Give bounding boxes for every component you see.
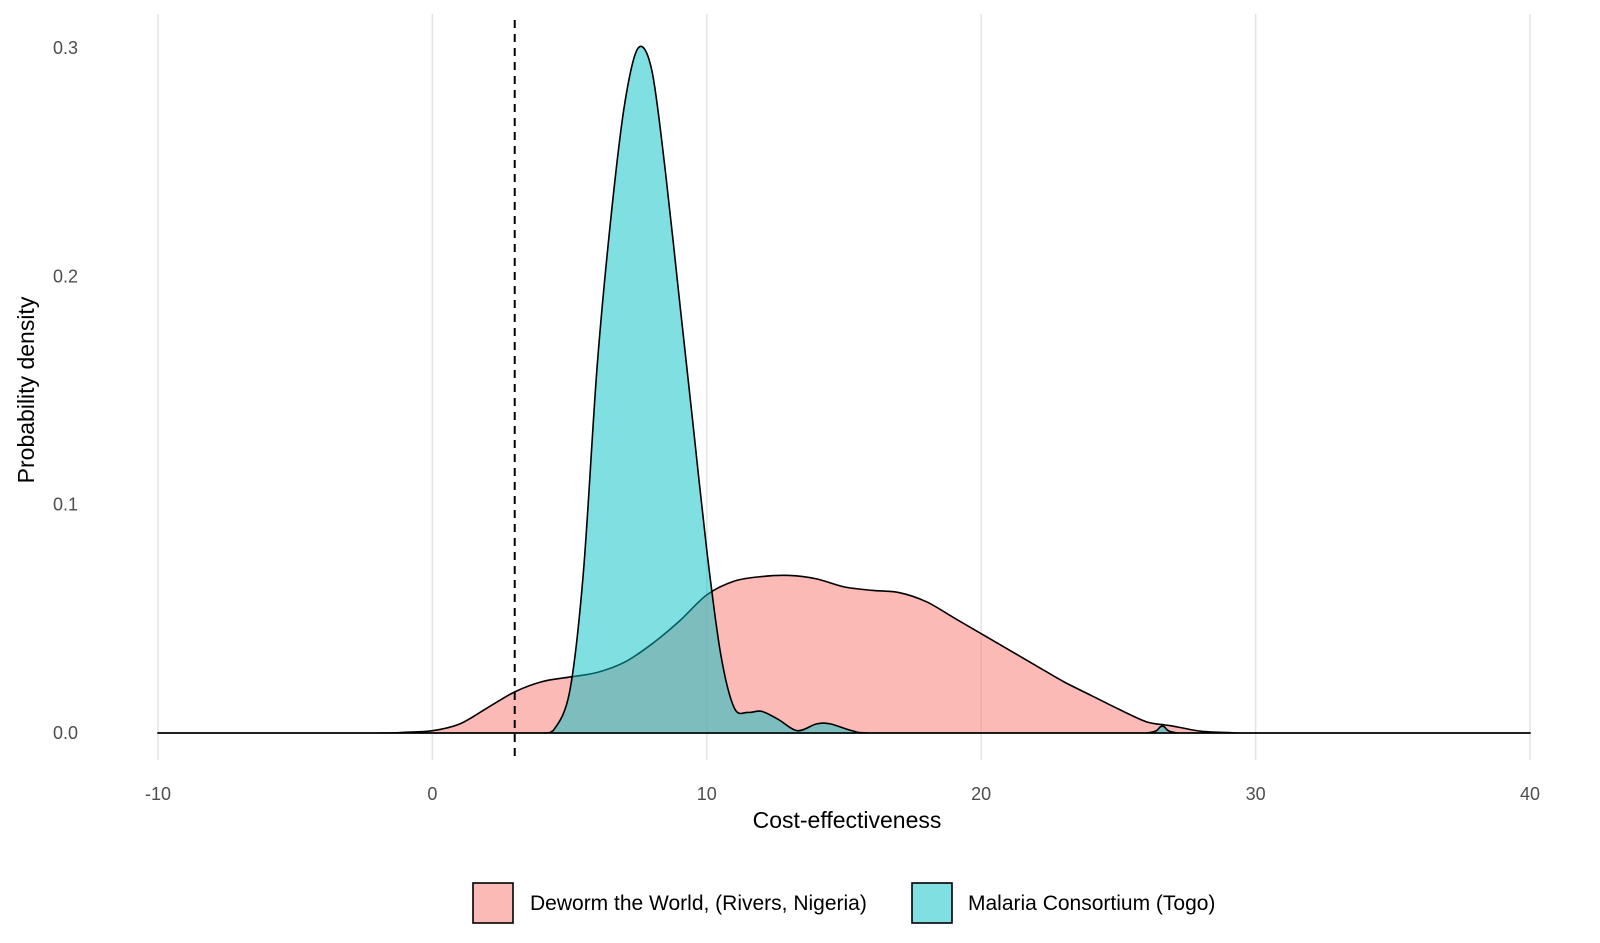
y-tick-label: 0.1 xyxy=(53,495,78,515)
density-areas xyxy=(157,45,1531,734)
x-tick-label: -10 xyxy=(145,784,171,804)
x-axis-ticks: -10 0 10 20 30 40 xyxy=(145,784,1540,804)
grid-lines xyxy=(157,14,1531,760)
legend: Deworm the World, (Rivers, Nigeria) Malar… xyxy=(472,882,1215,924)
legend-swatch xyxy=(911,882,953,924)
x-tick-label: 10 xyxy=(697,784,717,804)
y-tick-label: 0.0 xyxy=(53,723,78,743)
x-axis-title: Cost-effectiveness xyxy=(753,807,942,833)
legend-label: Malaria Consortium (Togo) xyxy=(968,892,1215,915)
x-tick-label: 40 xyxy=(1520,784,1540,804)
y-axis-title: Probability density xyxy=(13,296,39,483)
density-area-malaria-consortium xyxy=(157,45,1531,734)
x-tick-label: 30 xyxy=(1246,784,1266,804)
y-tick-label: 0.2 xyxy=(53,266,78,286)
legend-item: Deworm the World, (Rivers, Nigeria) xyxy=(472,882,867,924)
y-tick-label: 0.3 xyxy=(53,38,78,58)
legend-swatch xyxy=(472,882,514,924)
y-axis-ticks: 0.0 0.1 0.2 0.3 xyxy=(53,38,78,743)
density-area-deworm-the-world xyxy=(157,574,1531,734)
legend-item: Malaria Consortium (Togo) xyxy=(911,882,1215,924)
x-tick-label: 20 xyxy=(971,784,991,804)
legend-label: Deworm the World, (Rivers, Nigeria) xyxy=(530,892,867,915)
x-tick-label: 0 xyxy=(427,784,437,804)
